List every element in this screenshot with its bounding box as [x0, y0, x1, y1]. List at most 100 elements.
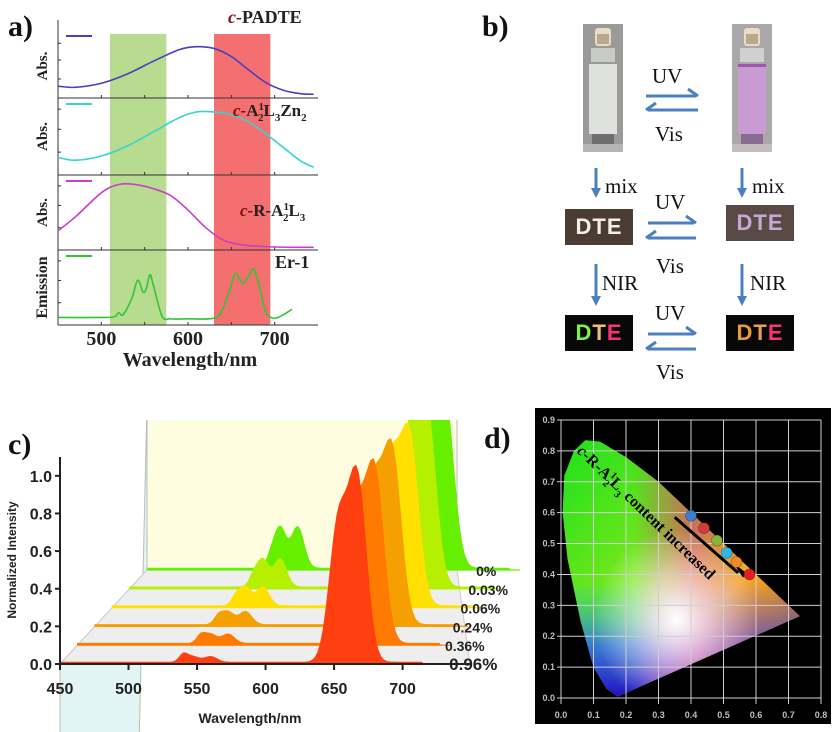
arrow-vis-back-3-head	[645, 340, 657, 351]
dte-letter-d: D	[736, 320, 754, 345]
x-tick-label: 500	[115, 681, 142, 698]
x-tick-label: 700	[260, 328, 290, 350]
panel-d-label: d)	[484, 422, 511, 455]
arrow-nir-left-head	[591, 296, 601, 306]
cie-point-1	[685, 509, 697, 522]
series-name-c-a12l3zn2: c-A1 2L3Zn2	[233, 101, 307, 124]
cie-point-6	[743, 568, 756, 581]
y-tick-label: 0.0	[542, 693, 555, 703]
y-tick-label: 0.7	[542, 477, 555, 487]
series-label: 0.36%	[445, 638, 485, 654]
panel-b-arrows	[591, 87, 747, 351]
series-label: 0.03%	[468, 582, 508, 598]
series-name-c-r-a12l3: c-R-A1 2L3	[240, 201, 306, 224]
series-name-er-1: Er-1	[275, 252, 309, 272]
dte-letter-t: T	[753, 320, 768, 345]
arrow-uv-forward-2-head	[685, 214, 697, 225]
x-tick-label: 650	[321, 681, 348, 698]
y-tick-label: 1.0	[30, 469, 52, 486]
series-label: 0.24%	[453, 619, 493, 635]
y-axis-label: Normalized Intensity	[5, 501, 19, 619]
label-mix-right: mix	[752, 174, 785, 198]
dte-letter-d: D	[575, 320, 593, 345]
arrow-uv-forward-1-head	[687, 87, 699, 98]
y-tick-label: 0.6	[542, 508, 555, 518]
x-axis-label: Wavelength/nm	[199, 710, 302, 726]
panel-d-cie-diagram: 0.0 0.1 0.2 0.3 0.4 0.5 0.6 0.7 0.8 0.0 0.1 0.2 0.3 0…	[535, 408, 831, 724]
y-tick-label: 0.2	[542, 631, 555, 641]
y-tick-label: 0.1	[542, 662, 555, 672]
y-tick-label: 0.3	[542, 600, 555, 610]
red-band	[214, 34, 271, 325]
x-tick-label: 0.5	[717, 710, 730, 720]
label-uv-2: UV	[655, 190, 686, 214]
trend-arrow	[673, 516, 740, 575]
series-label: 0.96%	[449, 655, 497, 674]
y-tick-label: 0.5	[542, 539, 555, 549]
label-vis-2: Vis	[656, 254, 684, 278]
arrow-nir-right-head	[737, 296, 747, 306]
x-tick-label: 600	[252, 681, 279, 698]
x-tick-label: 0.1	[587, 710, 600, 720]
spectrum-line-4	[57, 267, 293, 321]
y-tick-label: 0.8	[30, 506, 52, 523]
y-axis-label: Abs.	[35, 198, 51, 227]
y-tick-label: 0.2	[30, 619, 52, 636]
label-vis-1: Vis	[655, 122, 683, 146]
dte-photo-white: DTE	[565, 209, 633, 245]
series-area-0_96pct	[59, 464, 424, 665]
dte-text: DTE	[736, 210, 784, 235]
green-band	[110, 34, 167, 325]
x-tick-label: 600	[173, 328, 203, 350]
dte-letter-t: T	[592, 320, 607, 345]
series-label: 0%	[476, 563, 497, 579]
x-axis-label: Wavelength/nm	[123, 349, 258, 370]
dte-letter-e: E	[767, 320, 784, 345]
panel-a-spectra: Abs. Abs. Abs. Emission c-PADTE c-A1 2L3Zn2 c-R…	[34, 7, 318, 370]
label-nir-left: NIR	[602, 271, 639, 295]
x-tick-label: 0.7	[782, 710, 795, 720]
dte-text: DTE	[575, 214, 623, 239]
y-axis-label: Abs.	[35, 51, 51, 80]
arrow-vis-back-2-head	[645, 229, 657, 240]
x-tick-label: 0.6	[750, 710, 763, 720]
cie-point-5	[730, 556, 743, 568]
dte-letter-e: E	[606, 320, 623, 345]
x-tick-label: 0.8	[815, 710, 828, 720]
arrow-uv-forward-3-head	[685, 325, 697, 336]
panel-c-label: c)	[8, 428, 32, 461]
spectrum-line-1	[57, 45, 314, 96]
y-axis-label: Emission	[34, 256, 51, 318]
arrow-mix-left-head	[591, 188, 601, 198]
spectrum-line-2	[57, 110, 315, 169]
label-mix-left: mix	[605, 174, 638, 198]
y-tick-label: 0.6	[30, 544, 52, 561]
y-axis-label: Abs.	[35, 122, 51, 151]
x-tick-label: 0.4	[685, 710, 698, 720]
cie-point-3	[711, 534, 723, 547]
y-tick-label: 0.9	[542, 415, 555, 425]
x-tick-label: 550	[184, 681, 211, 698]
y-tick-label: 0.4	[542, 569, 555, 579]
panel-c-3d-spectra: 0% 0.03% 0.06% 0.24% 0.36%0.96% 0.0 0.2 0.4 0.6 0…	[5, 420, 520, 732]
x-tick-label: 0.3	[652, 710, 665, 720]
y-tick-label: 0.4	[30, 582, 52, 599]
y-tick-label: 0.0	[30, 657, 52, 674]
label-nir-right: NIR	[750, 271, 787, 295]
dte-photo-lilac: DTE	[726, 205, 794, 241]
panel-b-label: b)	[482, 10, 509, 43]
y-tick-label: 0.8	[542, 446, 555, 456]
cie-gamut-white	[562, 440, 800, 697]
cie-point-2	[698, 522, 710, 534]
x-tick-label: 700	[389, 681, 416, 698]
x-tick-label: 0.2	[620, 710, 633, 720]
x-tick-label: 500	[86, 328, 116, 350]
vial-purple	[732, 24, 772, 152]
series-name-c-padte: c-PADTE	[228, 7, 302, 27]
label-vis-3: Vis	[656, 360, 684, 384]
label-uv-1: UV	[652, 64, 683, 88]
arrow-vis-back-1-head	[645, 101, 657, 112]
vial-colorless	[583, 24, 623, 152]
